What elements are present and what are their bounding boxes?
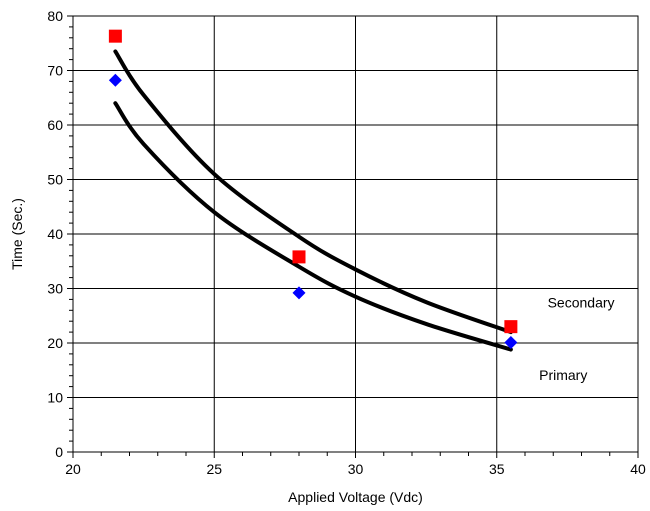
annotation-primary: Primary [539,367,587,383]
y-axis-title: Time (Sec.) [9,198,25,270]
data-point-primary [292,286,306,300]
fit-curve-secondary [113,49,513,335]
x-tick-label: 30 [348,461,364,477]
fit-curve-primary [113,101,513,352]
y-tick-label: 80 [47,8,63,24]
y-tick-label: 60 [47,117,63,133]
data-point-secondary [292,250,306,264]
y-tick-labels: 0 10 20 30 40 50 60 70 80 [47,8,63,460]
x-axis-title: Applied Voltage (Vdc) [288,489,423,505]
y-tick-label: 30 [47,281,63,297]
curve-annotations: Secondary Primary [539,295,614,383]
y-tick-label: 40 [47,226,63,242]
annotation-secondary: Secondary [548,295,615,311]
x-tick-label: 40 [630,461,646,477]
y-tick-label: 50 [47,172,63,188]
x-tick-label: 20 [65,461,81,477]
data-markers [108,29,518,349]
data-point-primary [504,335,518,349]
fit-curves [113,49,513,352]
x-tick-label: 25 [206,461,222,477]
data-point-secondary [108,29,122,43]
x-tick-label: 35 [489,461,505,477]
y-tick-label: 10 [47,390,63,406]
data-point-primary [108,73,122,87]
y-tick-label: 0 [55,444,63,460]
x-tick-labels: 20 25 30 35 40 [65,461,646,477]
minor-ticks [67,15,639,458]
y-tick-label: 20 [47,335,63,351]
data-point-secondary [504,320,518,334]
y-tick-label: 70 [47,63,63,79]
